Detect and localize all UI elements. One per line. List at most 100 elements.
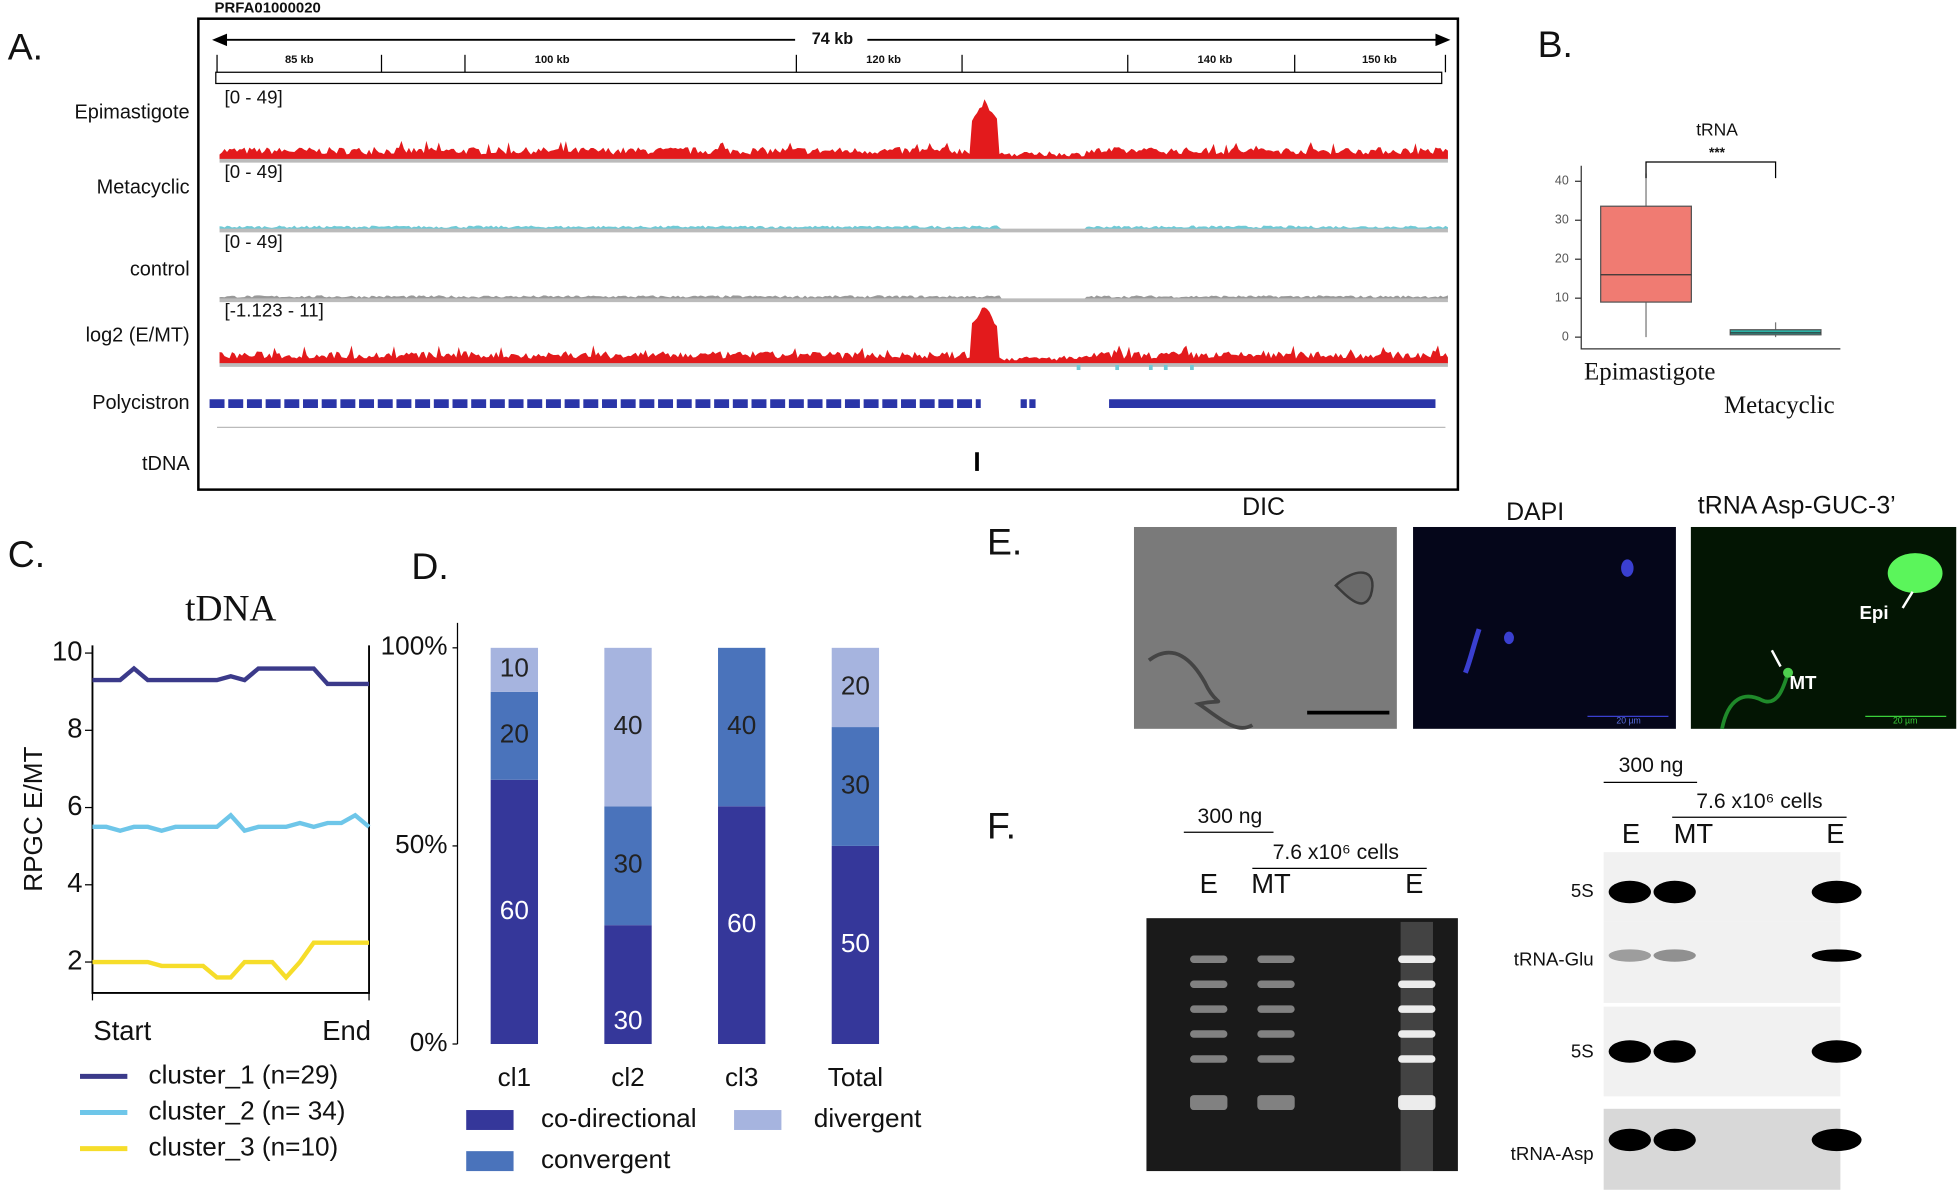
bar-segment	[718, 806, 766, 1045]
bar-segment	[831, 845, 880, 1045]
y-tick-label: 6	[67, 790, 82, 821]
panel-label: E.	[987, 520, 1022, 562]
legend-label: cluster_3 (n=10)	[149, 1132, 339, 1162]
gel-band	[1190, 955, 1228, 964]
track-range: [0 - 49]	[225, 231, 283, 252]
y-tick-label: 2	[67, 944, 82, 975]
segment-label: 20	[500, 719, 529, 749]
blot-band	[1653, 1040, 1696, 1063]
blot-strip	[1603, 921, 1841, 1003]
gel-band	[1257, 1055, 1295, 1063]
gel-band	[1398, 1030, 1436, 1038]
segment-label: 50	[841, 928, 870, 958]
blot-band	[1811, 949, 1862, 962]
coverage	[219, 99, 1448, 160]
x-tick-label: cl1	[498, 1062, 531, 1092]
probe-label: 5S	[1571, 1041, 1594, 1062]
segment-label: 10	[500, 653, 529, 683]
blot-band	[1608, 949, 1652, 962]
ruler-label: 120 kb	[866, 54, 901, 66]
lane: E	[1826, 818, 1844, 849]
blot-band	[1811, 880, 1862, 904]
bar-segment	[604, 925, 652, 1045]
axis	[91, 645, 370, 994]
gel-band	[1398, 955, 1436, 964]
track-range: [0 - 49]	[225, 161, 283, 182]
track-name: log2 (E/MT)	[86, 325, 190, 347]
blot-band	[1653, 1128, 1696, 1152]
amount: 300 ng	[1619, 754, 1684, 777]
x-tick-label: cl3	[725, 1062, 758, 1092]
tick	[1076, 365, 1081, 371]
significance: ***	[1709, 145, 1726, 160]
x-tick-label: cl2	[611, 1062, 644, 1092]
ruler-label: 100 kb	[535, 54, 570, 66]
bar-segment	[718, 647, 766, 807]
chart-title: tDNA	[185, 588, 276, 629]
category-label: Epimastigote	[1584, 358, 1715, 385]
bar-segment	[490, 647, 539, 692]
lane: E	[1405, 868, 1423, 899]
gel-band	[1398, 1055, 1436, 1063]
track-name: Epimastigote	[74, 102, 189, 124]
ruler	[215, 71, 1443, 85]
panel-label: C.	[8, 533, 45, 575]
gel-smear	[1400, 921, 1433, 1172]
y-tick-label: 20	[1555, 251, 1569, 265]
scale-label: 20 µm	[1893, 716, 1917, 726]
y-tick-label: 0%	[410, 1027, 448, 1057]
bar-segment	[604, 806, 652, 926]
category-label: Metacyclic	[1724, 392, 1835, 419]
legend-label: cluster_2 (n= 34)	[149, 1095, 346, 1125]
blot-band	[1653, 880, 1696, 904]
cells: 7.6 x10⁶ cells	[1696, 790, 1822, 813]
gel-band	[1190, 1005, 1228, 1013]
legend-swatch	[466, 1110, 514, 1130]
line	[92, 940, 370, 981]
probe-label: 5S	[1571, 880, 1594, 901]
lane: E	[1622, 818, 1640, 849]
gel-band	[1398, 1095, 1436, 1111]
x-tick-label: Total	[828, 1062, 883, 1092]
bar-segment	[490, 691, 539, 780]
gel-band	[1398, 1005, 1436, 1013]
tick	[1190, 365, 1194, 371]
gel-band	[1190, 1055, 1228, 1063]
y-tick-label: 0	[1562, 329, 1569, 343]
ruler-label: 150 kb	[1362, 54, 1397, 66]
y-tick-label: 4	[67, 867, 82, 898]
segment-label: 20	[841, 670, 870, 700]
track-name: Polycistron	[92, 392, 189, 414]
x-tick-label: Start	[93, 1015, 151, 1046]
ruler-label: 85 kb	[285, 54, 314, 66]
segment-label: 60	[727, 908, 756, 938]
coverage	[219, 307, 1448, 364]
marker-label: Epi	[1859, 602, 1888, 623]
bar-segment	[490, 779, 539, 1045]
pointer	[1901, 591, 1914, 609]
gel-band	[1257, 1005, 1295, 1013]
panel-label: A.	[8, 26, 43, 68]
track-range: [0 - 49]	[225, 86, 283, 107]
box	[1600, 205, 1692, 303]
cell-shape	[1147, 650, 1254, 730]
lane: E	[1200, 868, 1218, 899]
blot-band	[1653, 949, 1696, 962]
gel-band	[1398, 980, 1436, 988]
segment-label: 30	[613, 1005, 642, 1035]
panel-label: F.	[987, 804, 1016, 846]
track-range: [-1.123 - 11]	[225, 299, 324, 320]
legend-swatch	[734, 1110, 782, 1130]
marker-label: MT	[1790, 672, 1818, 693]
mt-nucleus	[1783, 667, 1794, 678]
cells: 7.6 x10⁶ cells	[1273, 841, 1399, 864]
panel-label: D.	[411, 545, 448, 587]
blot-band	[1811, 1128, 1862, 1152]
legend-label: divergent	[814, 1103, 922, 1133]
y-tick-label: 40	[1555, 174, 1569, 188]
chart-title: tRNA	[1696, 119, 1738, 139]
scale-label: 20 µm	[1616, 716, 1640, 726]
gel-band	[1257, 980, 1295, 988]
segment-label: 30	[841, 769, 870, 799]
line	[92, 665, 370, 687]
